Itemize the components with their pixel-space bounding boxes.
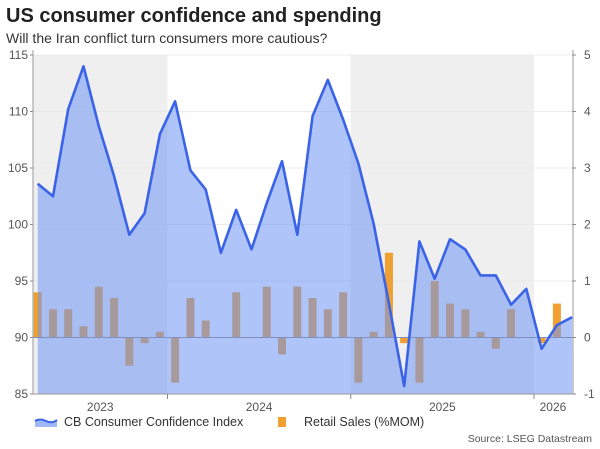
x-tick-label: 2024 <box>246 400 273 414</box>
left-y-tick-label: 90 <box>15 331 29 345</box>
left-y-tick-label: 85 <box>15 387 29 401</box>
retail-sales-bar <box>537 337 546 344</box>
left-y-tick-label: 95 <box>15 274 29 288</box>
legend-item-confidence: CB Consumer Confidence Index <box>34 415 243 429</box>
x-tick-label: 2025 <box>429 400 456 414</box>
confidence-area <box>37 66 573 395</box>
x-tick-label: 2023 <box>87 400 114 414</box>
right-y-tick-label: -1 <box>584 387 595 401</box>
right-y-tick-label: 4 <box>584 105 591 119</box>
left-y-tick-label: 105 <box>8 161 28 175</box>
area-swatch-icon <box>34 418 58 427</box>
left-y-tick-label: 115 <box>9 48 28 62</box>
left-y-tick-label: 100 <box>8 218 28 232</box>
legend: CB Consumer Confidence Index Retail Sale… <box>34 415 594 433</box>
chart-subtitle: Will the Iran conflict turn consumers mo… <box>6 30 328 46</box>
legend-label: CB Consumer Confidence Index <box>64 415 244 429</box>
right-y-tick-label: 0 <box>584 331 591 345</box>
legend-item-retail: Retail Sales (%MOM) <box>278 415 424 429</box>
right-y-tick-label: 1 <box>584 274 591 288</box>
legend-label: Retail Sales (%MOM) <box>304 415 425 429</box>
right-y-tick-label: 2 <box>584 218 591 232</box>
right-y-tick-label: 5 <box>584 48 591 62</box>
retail-sales-bar <box>384 252 393 338</box>
source-note: Source: LSEG Datastream <box>467 433 592 445</box>
retail-sales-bar <box>400 337 409 344</box>
x-tick-label: 2026 <box>540 400 567 414</box>
chart-title: US consumer confidence and spending <box>6 5 382 27</box>
confidence-line <box>36 65 573 388</box>
bar-swatch-icon <box>278 417 286 427</box>
retail-sales-bar <box>552 303 561 338</box>
left-y-tick-label: 110 <box>9 105 28 119</box>
right-y-tick-label: 3 <box>584 161 591 175</box>
